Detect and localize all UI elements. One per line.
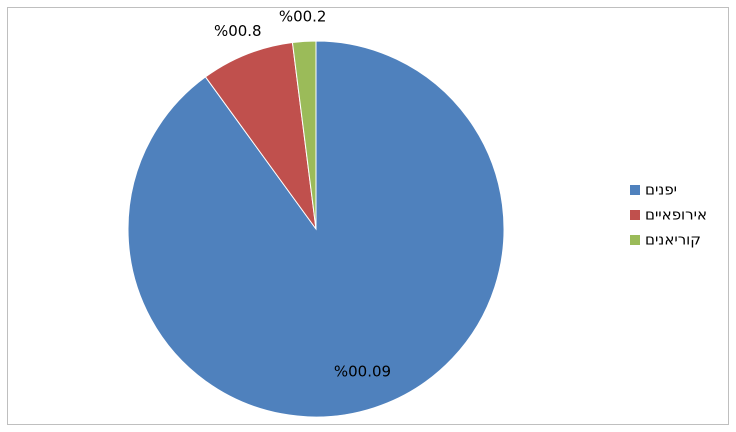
legend-swatch xyxy=(630,185,640,195)
pie-slice xyxy=(291,40,317,230)
legend-label: יפנים xyxy=(645,181,677,199)
pie-slice xyxy=(204,41,317,230)
legend-swatch xyxy=(630,235,640,245)
data-label: 90.00% xyxy=(334,363,391,381)
legend-label: קוריאנים xyxy=(645,231,701,249)
data-label: 8.00% xyxy=(214,22,262,40)
legend-swatch xyxy=(630,210,640,220)
data-label: 2.00% xyxy=(279,7,327,25)
legend-label: אירופאיים xyxy=(645,206,707,224)
